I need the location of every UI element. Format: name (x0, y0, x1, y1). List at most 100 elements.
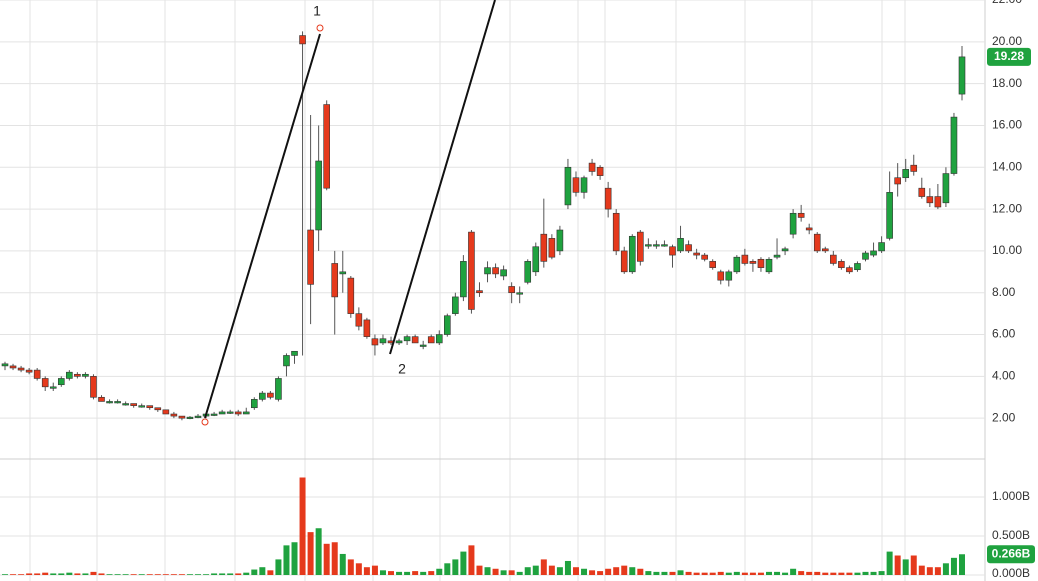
candle-body (838, 261, 845, 268)
candle-body (138, 405, 146, 408)
candle-body (122, 403, 129, 406)
candle-body (725, 271, 733, 281)
candle-body (572, 177, 580, 193)
candle-body (492, 267, 499, 275)
candle-body (468, 231, 475, 310)
candle-body (548, 238, 556, 258)
candle-body (540, 233, 548, 262)
candle-body (661, 244, 668, 247)
volume-tick-label: 0.000B (992, 566, 1030, 580)
candle-body (218, 411, 226, 415)
candle-body (870, 250, 877, 256)
candle-body (524, 261, 532, 283)
candle-body (57, 378, 65, 386)
candle-body (299, 35, 306, 45)
volume-tick-label: 0.500B (992, 528, 1030, 542)
candle-body (950, 116, 958, 174)
candle-body (66, 371, 73, 379)
candle-body (612, 212, 620, 252)
candle-body (741, 254, 749, 264)
candle-body (733, 256, 741, 273)
candle-body (637, 231, 644, 262)
trend-line (389, 0, 496, 355)
candle-body (846, 267, 853, 273)
candle-body (934, 196, 942, 208)
point-marker (316, 24, 324, 32)
y-tick-label: 8.00 (992, 285, 1016, 299)
candle-body (283, 355, 290, 367)
y-tick-label: 16.00 (992, 118, 1022, 132)
candle-body (460, 261, 467, 298)
candle-body (677, 238, 684, 252)
candle-body (701, 254, 708, 260)
candle-body (427, 336, 435, 344)
candle-body (33, 369, 41, 379)
candle-body (508, 286, 515, 294)
candle-body (653, 244, 660, 247)
trend-line (204, 33, 321, 419)
candle-body (596, 166, 604, 176)
candle-body (82, 373, 89, 377)
candle-body (604, 187, 612, 210)
candle-body (74, 373, 81, 377)
candle-body (588, 162, 596, 172)
candle-body (942, 173, 950, 204)
candle-body (484, 267, 491, 275)
candle-body (355, 313, 363, 327)
candle-body (146, 405, 154, 409)
candle-body (307, 229, 314, 285)
candle-body (114, 401, 121, 404)
candle-body (178, 415, 186, 419)
candle-body (452, 296, 459, 314)
y-tick-label: 14.00 (992, 159, 1022, 173)
candle-body (186, 416, 194, 419)
candle-body (830, 254, 837, 264)
candle-body (564, 166, 572, 206)
candle-body (210, 413, 218, 416)
y-tick-label: 22.00 (992, 0, 1022, 6)
candle-body (620, 250, 628, 273)
candle-body (805, 227, 813, 231)
candle-body (371, 338, 379, 346)
candle-body (813, 233, 821, 252)
candle-body (862, 252, 869, 260)
y-tick-label: 2.00 (992, 410, 1016, 424)
candle-body (958, 56, 966, 95)
price-badge-label: 19.28 (994, 49, 1024, 63)
candle-body (516, 292, 523, 295)
candle-body (878, 242, 885, 252)
candle-body (339, 271, 347, 275)
price-badge (987, 47, 1031, 66)
candle-body (251, 399, 258, 409)
candle-body (773, 254, 781, 258)
y-tick-label: 12.00 (992, 201, 1022, 215)
candle-body (693, 252, 700, 256)
candle-body (130, 403, 137, 406)
point-marker (201, 418, 209, 426)
candle-body (444, 315, 451, 335)
volume-badge (987, 545, 1035, 564)
candle-body (17, 367, 25, 371)
candle-body (395, 340, 403, 344)
candle-body (580, 177, 588, 193)
candle-body (717, 271, 725, 281)
candle-body (854, 263, 861, 271)
y-tick-label: 6.00 (992, 327, 1016, 341)
candle-body (1, 363, 9, 367)
candle-body (25, 369, 33, 373)
candle-body (556, 229, 564, 252)
candle-body (500, 269, 507, 277)
candle-body (902, 169, 910, 179)
candle-body (476, 290, 483, 294)
candle-body (435, 334, 443, 344)
y-tick-label: 18.00 (992, 76, 1022, 90)
candle-body (781, 248, 789, 252)
candle-body (259, 392, 266, 400)
candle-body (331, 263, 339, 298)
y-tick-label: 10.00 (992, 243, 1022, 257)
candle-body (789, 212, 797, 235)
candle-body (98, 396, 105, 402)
candle-body (709, 261, 716, 268)
candle-body (323, 104, 330, 189)
